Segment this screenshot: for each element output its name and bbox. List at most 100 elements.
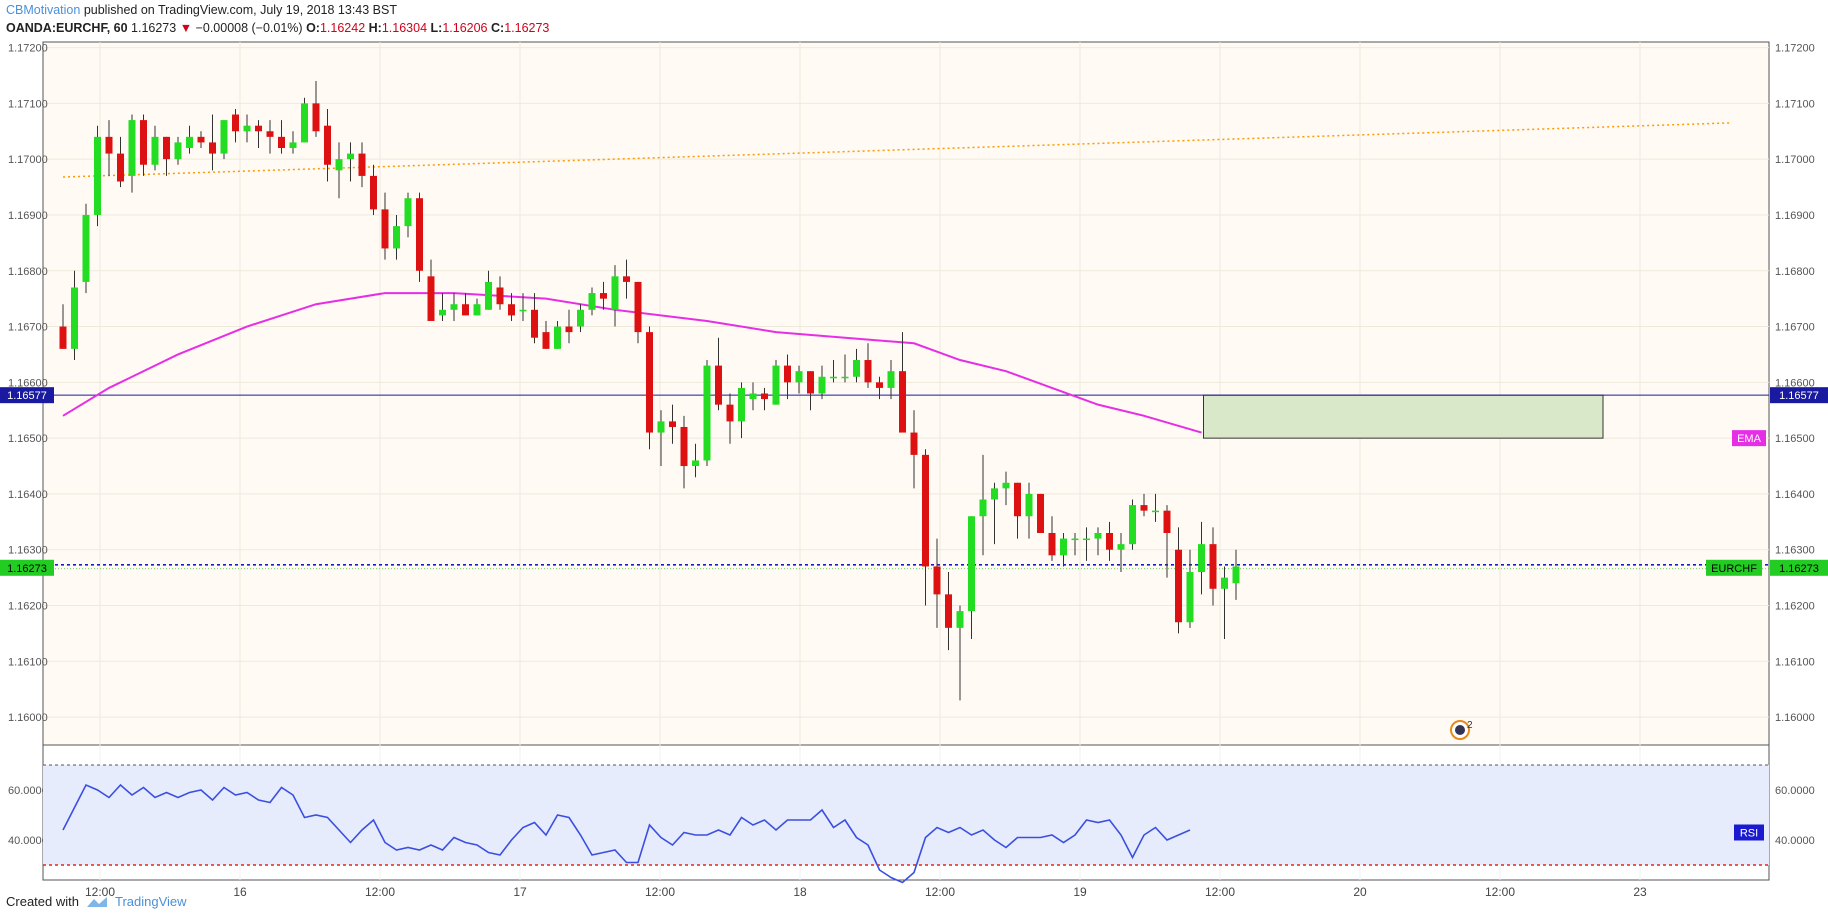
- candle-body: [301, 103, 308, 143]
- candle-body: [1152, 510, 1159, 513]
- price-tag-left: 1.16273: [7, 563, 47, 575]
- candle-body: [1071, 538, 1079, 541]
- rsi-indicator: RSI: [43, 764, 1769, 884]
- candle-body: [358, 153, 366, 176]
- low-label: L:: [430, 21, 443, 35]
- price-tag-right-bg: [1770, 559, 1828, 576]
- candle-body: [140, 120, 147, 165]
- y-tick-label-right: 1.17000: [1775, 154, 1815, 166]
- candle-body: [991, 488, 998, 500]
- y-tick-label-right: 1.16100: [1775, 656, 1815, 668]
- candle-body: [669, 421, 676, 427]
- candle-body: [1025, 493, 1033, 517]
- candle-body: [278, 136, 285, 149]
- y-tick-label-right: 1.16800: [1775, 266, 1815, 278]
- supply-zone[interactable]: [1203, 394, 1604, 439]
- candle-body: [174, 142, 182, 160]
- candle-body: [1083, 538, 1090, 541]
- candle-body: [830, 376, 837, 379]
- ema-path: [62, 292, 1202, 434]
- rsi-tick-label-left: 40.0000: [8, 835, 48, 847]
- tradingview-brand-link[interactable]: TradingView: [114, 894, 187, 909]
- close-label: C:: [491, 21, 505, 35]
- candle-body: [82, 214, 90, 282]
- y-tick-label-left: 1.16000: [8, 712, 48, 724]
- candle-body: [347, 153, 354, 160]
- candle-body: [266, 131, 274, 137]
- candle-body: [542, 332, 550, 349]
- candle-body: [496, 287, 504, 305]
- candle-body: [370, 175, 377, 210]
- rsi-path: [62, 783, 1191, 884]
- candle-body: [381, 209, 389, 249]
- footer: Created with TradingView: [6, 894, 187, 909]
- rsi-tag-bg: [1734, 824, 1764, 841]
- event-badge[interactable]: 2: [1450, 720, 1473, 740]
- x-tick-label: 23: [1633, 885, 1647, 899]
- candle-body: [887, 371, 895, 388]
- candle-body: [853, 360, 860, 377]
- candle-body: [117, 153, 124, 182]
- candle-body: [922, 454, 929, 567]
- candle-body: [1232, 566, 1240, 584]
- rsi-tag: RSI: [1740, 828, 1758, 840]
- ema-tag-bg: [1732, 430, 1766, 447]
- candle-body: [968, 516, 975, 612]
- candle-body: [646, 332, 653, 433]
- candle-body: [703, 365, 711, 461]
- x-tick-label: 12:00: [925, 885, 955, 899]
- candle-body: [1221, 577, 1228, 589]
- candle-body: [600, 293, 607, 299]
- y-tick-label-right: 1.16300: [1775, 545, 1815, 557]
- trendline[interactable]: [62, 122, 1731, 178]
- candle-body: [1060, 538, 1067, 556]
- candle-body: [485, 281, 492, 310]
- candle-body: [1037, 493, 1044, 533]
- candle-body: [864, 360, 872, 383]
- candle-body: [784, 365, 791, 383]
- candle-body: [554, 326, 561, 349]
- down-arrow-icon: ▼: [179, 21, 193, 35]
- candle-body: [1094, 532, 1102, 539]
- y-tick-label-left: 1.16700: [8, 322, 48, 334]
- event-badge-icon: [1455, 725, 1465, 735]
- x-tick-label: 18: [793, 885, 807, 899]
- x-axis: 12:00 16 12:00 17 12:00 18 12:00 19 12:00 20 12:00…: [85, 885, 1647, 899]
- candle-body: [761, 393, 768, 400]
- x-tick-label: 20: [1353, 885, 1367, 899]
- candle-body: [1106, 532, 1113, 550]
- candle-body: [427, 276, 435, 321]
- x-tick-label: 19: [1073, 885, 1087, 899]
- candle-body: [450, 304, 458, 310]
- x-tick-label: 12:00: [1485, 885, 1515, 899]
- y-tick-label-right: 1.16200: [1775, 601, 1815, 613]
- candle-body: [577, 309, 584, 327]
- publisher-name[interactable]: CBMotivation: [6, 3, 81, 17]
- y-tick-label-left: 1.16500: [8, 433, 48, 445]
- candle-body: [508, 304, 515, 316]
- candle-body: [1186, 572, 1194, 623]
- y-tick-label-left: 1.17000: [8, 154, 48, 166]
- candle-body: [404, 198, 412, 227]
- ema-line: [62, 292, 1202, 434]
- publisher-line: CBMotivation published on TradingView.co…: [6, 3, 397, 17]
- y-tick-label-right: 1.16400: [1775, 489, 1815, 501]
- rsi-tick-label-right: 60.0000: [1775, 785, 1815, 797]
- candle-body: [1048, 532, 1056, 556]
- candle-body: [1140, 505, 1148, 511]
- candle-body: [473, 304, 481, 316]
- candle-body: [588, 293, 596, 310]
- candle-body: [1117, 544, 1125, 550]
- low-value: 1.16206: [442, 21, 488, 35]
- candle-body: [772, 365, 780, 405]
- open-label: O:: [306, 21, 320, 35]
- candle-body: [59, 326, 67, 349]
- candle-body: [71, 287, 78, 349]
- candle-body: [738, 387, 745, 422]
- last-price: 1.16273: [131, 21, 177, 35]
- candle-body: [289, 142, 297, 149]
- rsi-band: [43, 765, 1769, 865]
- candle-body: [197, 136, 205, 143]
- symbol-tag: EURCHF: [1711, 563, 1757, 575]
